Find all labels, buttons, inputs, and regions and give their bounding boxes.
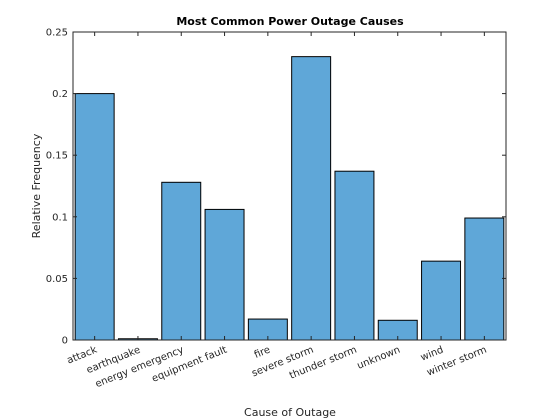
y-tick-label: 0.1	[52, 212, 68, 223]
x-tick-label: wind	[419, 345, 445, 364]
bar-wind	[421, 260, 462, 341]
bar-energy-emergency	[161, 181, 202, 341]
y-axis-label: Relative Frequency	[30, 133, 43, 238]
bar-winter-storm	[464, 217, 505, 341]
chart-title: Most Common Power Outage Causes	[176, 15, 404, 28]
x-tick-label: equipment fault	[150, 345, 228, 385]
bar-equipment-fault	[204, 208, 245, 341]
y-tick-label: 0.2	[52, 89, 68, 100]
x-tick-label: unknown	[356, 345, 402, 372]
x-axis-label: Cause of Outage	[244, 406, 336, 419]
y-tick-label: 0.15	[46, 151, 68, 162]
y-tick-label: 0.25	[46, 28, 68, 39]
x-tick-label: fire	[253, 345, 272, 361]
bar-attack	[74, 93, 115, 341]
y-tick-label: 0.05	[46, 274, 68, 285]
plot-frame	[72, 31, 507, 341]
bar-severe-storm	[291, 56, 332, 341]
bar-thunder-storm	[334, 170, 375, 341]
y-tick-label: 0	[62, 336, 68, 347]
